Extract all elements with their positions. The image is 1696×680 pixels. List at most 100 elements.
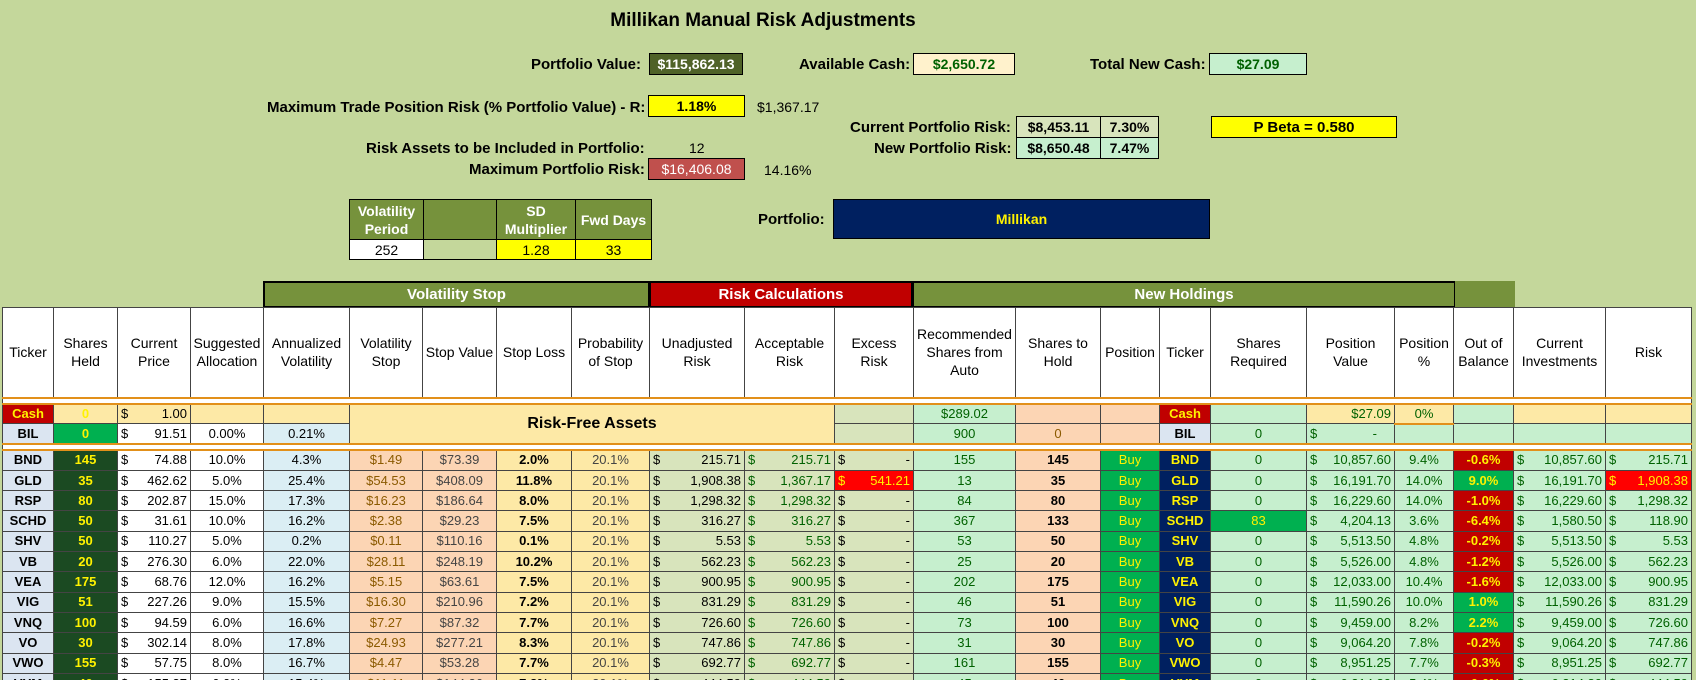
bil-alloc[interactable]: 0.00% [190, 423, 264, 445]
col-header-position-value[interactable]: Position Value [1306, 307, 1395, 398]
bil-shares[interactable]: 0 [53, 423, 118, 445]
col-header-position-pct[interactable]: Position % [1394, 307, 1454, 398]
recommended-shares: 53 [913, 530, 1016, 553]
shares-to-hold[interactable]: 155 [1015, 652, 1101, 674]
col-header-out-of-balance[interactable]: Out of Balance [1453, 307, 1514, 398]
suggested-allocation[interactable]: 10.0% [190, 510, 264, 532]
col-header-current-investments[interactable]: Current Investments [1513, 307, 1606, 398]
position-action[interactable]: Buy [1100, 530, 1160, 553]
shares-to-hold[interactable]: 133 [1015, 510, 1101, 532]
position-action[interactable]: Buy [1100, 469, 1160, 492]
position-action[interactable]: Buy [1100, 632, 1160, 654]
position-action[interactable]: Buy [1100, 490, 1160, 512]
position-action[interactable]: Buy [1100, 510, 1160, 532]
shares-held[interactable]: 100 [53, 611, 118, 634]
shares-to-hold[interactable]: 100 [1015, 611, 1101, 634]
col-header-stop-value[interactable]: Stop Value [422, 307, 497, 398]
shares-to-hold[interactable]: 50 [1015, 530, 1101, 553]
shares-held[interactable]: 35 [53, 469, 118, 492]
shares-held[interactable]: 155 [53, 652, 118, 674]
col-header-acceptable-risk[interactable]: Acceptable Risk [744, 307, 835, 398]
group-volatility-stop: Volatility Stop [263, 281, 650, 308]
cash-shares[interactable]: 0 [53, 402, 118, 425]
col-header-stop-loss[interactable]: Stop Loss [496, 307, 572, 398]
ticker-2: BND [1159, 449, 1211, 471]
max-trade-risk-pct[interactable]: 1.18% [648, 95, 745, 117]
fwd-days[interactable]: 33 [575, 239, 652, 260]
suggested-allocation[interactable]: 9.0% [190, 591, 264, 613]
col-header-suggested-allocation[interactable]: Suggested Allocation [190, 307, 264, 398]
suggested-allocation[interactable]: 8.0% [190, 652, 264, 674]
col-header-probability-of-stop[interactable]: Probability of Stop [571, 307, 650, 398]
shares-to-hold[interactable]: 20 [1015, 551, 1101, 573]
currency-sign: $ [1517, 492, 1525, 508]
probability-of-stop: 20.1% [571, 652, 650, 674]
col-header-annualized-volatility[interactable]: Annualized Volatility [263, 307, 350, 398]
shares-held[interactable]: 50 [53, 530, 118, 553]
shares-to-hold[interactable]: 145 [1015, 449, 1101, 471]
shares-held[interactable]: 40 [53, 672, 118, 680]
suggested-allocation[interactable]: 6.0% [190, 551, 264, 573]
position-value: 9,459.00 [1340, 614, 1391, 630]
shares-to-hold[interactable]: 35 [1015, 469, 1101, 492]
col-header-recommended-shares[interactable]: Recommended Shares from Auto [913, 307, 1016, 398]
currency-sign: $ [748, 553, 756, 569]
suggested-allocation[interactable]: 6.0% [190, 672, 264, 680]
shares-to-hold[interactable]: 175 [1015, 571, 1101, 593]
col-header-ticker[interactable]: Ticker [2, 307, 54, 398]
total-new-cash[interactable]: $27.09 [1209, 53, 1307, 75]
sd-mult[interactable]: 1.28 [496, 239, 576, 260]
suggested-allocation[interactable]: 15.0% [190, 490, 264, 512]
available-cash[interactable]: $2,650.72 [913, 53, 1015, 75]
suggested-allocation[interactable]: 5.0% [190, 469, 264, 492]
position-action[interactable]: Buy [1100, 611, 1160, 634]
bil-hold[interactable]: 0 [1015, 423, 1101, 445]
shares-held[interactable]: 80 [53, 490, 118, 512]
suggested-allocation[interactable]: 10.0% [190, 449, 264, 471]
suggested-allocation[interactable]: 5.0% [190, 530, 264, 553]
position-action[interactable]: Buy [1100, 591, 1160, 613]
col-header-current-price[interactable]: Current Price [117, 307, 191, 398]
col-header-unadjusted-risk[interactable]: Unadjusted Risk [649, 307, 745, 398]
col-header-shares-held[interactable]: Shares Held [53, 307, 118, 398]
col-header-volatility-stop[interactable]: Volatility Stop [349, 307, 423, 398]
shares-to-hold[interactable]: 80 [1015, 490, 1101, 512]
position-action[interactable]: Buy [1100, 652, 1160, 674]
shares-held[interactable]: 30 [53, 632, 118, 654]
position-value: 12,033.00 [1333, 574, 1391, 590]
position-action[interactable]: Buy [1100, 672, 1160, 680]
position-action[interactable]: Buy [1100, 449, 1160, 471]
shares-to-hold[interactable]: 40 [1015, 672, 1101, 680]
suggested-allocation[interactable]: 8.0% [190, 632, 264, 654]
col-header-ticker-2[interactable]: Ticker [1159, 307, 1211, 398]
suggested-allocation[interactable]: 6.0% [190, 611, 264, 634]
recommended-shares: 202 [913, 571, 1016, 593]
col-header-position[interactable]: Position [1100, 307, 1160, 398]
col-header-risk[interactable]: Risk [1605, 307, 1692, 398]
col-header-excess-risk[interactable]: Excess Risk [834, 307, 914, 398]
suggested-allocation[interactable]: 12.0% [190, 571, 264, 593]
shares-held[interactable]: 51 [53, 591, 118, 613]
ticker: VWO [2, 652, 54, 674]
shares-held[interactable]: 175 [53, 571, 118, 593]
shares-to-hold[interactable]: 51 [1015, 591, 1101, 613]
currency-sign: $ [121, 513, 129, 529]
currency-sign: $ [838, 533, 846, 549]
shares-held[interactable]: 20 [53, 551, 118, 573]
portfolio-name[interactable]: Millikan [833, 199, 1210, 239]
currency-sign: $ [838, 513, 846, 529]
shares-held[interactable]: 50 [53, 510, 118, 532]
position-value: 16,191.70 [1333, 472, 1391, 488]
position-action[interactable]: Buy [1100, 551, 1160, 573]
vol-period[interactable]: 252 [349, 239, 424, 260]
col-header-shares-to-hold[interactable]: Shares to Hold [1015, 307, 1101, 398]
stop-value: $29.23 [422, 510, 497, 532]
shares-held[interactable]: 145 [53, 449, 118, 471]
unadjusted-risk: 831.29 [701, 594, 741, 610]
shares-to-hold[interactable]: 30 [1015, 632, 1101, 654]
position-action[interactable]: Buy [1100, 571, 1160, 593]
portfolio-value[interactable]: $115,862.13 [649, 53, 743, 75]
ticker: VEA [2, 571, 54, 593]
col-header-shares-required[interactable]: Shares Required [1210, 307, 1307, 398]
out-of-balance: -6.4% [1453, 510, 1514, 532]
